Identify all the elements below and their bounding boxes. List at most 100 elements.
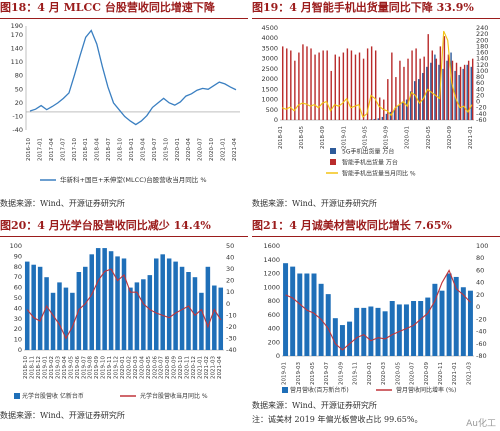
- x-tick-label: 2020-11: [438, 362, 444, 385]
- y-tick-label: 110: [11, 58, 23, 66]
- right-y-tick: 220: [476, 30, 488, 38]
- bar: [128, 287, 133, 350]
- right-y-tick: -60: [476, 340, 487, 348]
- left-y-tick: 2000: [261, 75, 278, 83]
- x-tick-label: 2020-07: [198, 138, 204, 161]
- right-y-tick: -80: [476, 352, 487, 360]
- bar: [57, 282, 62, 350]
- x-tick-label: 2019-06: [75, 356, 81, 379]
- bar: [415, 48, 417, 120]
- left-y-tick: 1000: [261, 96, 278, 104]
- footnote: 注：诚美材 2019 年偏光板营收占比 99.65%。: [252, 415, 423, 424]
- left-y-tick: 1200: [263, 270, 280, 278]
- x-tick-label: 2019-07: [324, 362, 330, 385]
- x-tick-label: 2019-03: [296, 362, 302, 385]
- bar: [418, 79, 420, 120]
- x-tick-label: 2019-11: [353, 362, 359, 385]
- bar: [179, 266, 185, 350]
- x-tick-label: 2019-12: [114, 356, 120, 379]
- x-tick-label: 2019-09: [338, 362, 344, 385]
- panel-title: 图21：4 月诚美材营收同比增长 7.65%: [252, 218, 500, 237]
- x-tick-label: 2020-11: [185, 356, 191, 379]
- x-tick-label: 2019-01: [341, 126, 347, 149]
- bar: [411, 50, 413, 120]
- bar: [423, 56, 425, 120]
- left-y-tick: 100: [10, 242, 22, 250]
- legend-label: 华新科+国巨+禾伸堂(MLCC)台股营收当月同比 %: [60, 175, 207, 184]
- right-y-tick: -30: [226, 334, 237, 342]
- right-y-tick: 80: [476, 73, 484, 81]
- bar: [470, 66, 472, 120]
- right-y-tick: 0: [226, 300, 230, 308]
- legend-label: 5G手机出货量 万台: [342, 148, 394, 156]
- left-y-tick: 2500: [261, 65, 278, 73]
- left-y-tick: 3000: [261, 55, 278, 63]
- bar: [466, 64, 468, 120]
- x-tick-label: 2019-08: [88, 356, 94, 379]
- panel-title: 图18：4 月 MLCC 台股营收同比增速下降: [0, 0, 248, 19]
- y-tick-label: 190: [11, 22, 23, 30]
- left-y-tick: 3500: [261, 44, 278, 52]
- legend-label: 智能手机出货量 万台: [342, 159, 398, 167]
- x-tick-label: 2021-01: [197, 356, 203, 379]
- bar: [318, 52, 320, 120]
- polarizer-combo-chart: 02004006008001000120014001600-80-60-40-2…: [263, 242, 488, 394]
- left-y-tick: 20: [14, 325, 22, 333]
- bar: [325, 294, 331, 356]
- bar: [89, 254, 94, 350]
- bar: [435, 58, 438, 120]
- x-tick-label: 2020-10: [178, 356, 184, 379]
- left-y-tick: 60: [14, 284, 22, 292]
- x-tick-label: 2021-03: [210, 356, 216, 379]
- bar: [134, 282, 140, 350]
- bar: [338, 56, 341, 120]
- bar: [302, 44, 304, 120]
- bar: [425, 297, 431, 356]
- x-tick-label: 2018-01: [83, 138, 89, 161]
- left-y-tick: 0: [276, 352, 280, 360]
- bar: [83, 266, 88, 350]
- x-tick-label: 2020-09: [447, 126, 453, 149]
- x-tick-label: 2019-04: [140, 138, 146, 161]
- legend-label: 智能手机出货量当月同比 %: [342, 170, 416, 178]
- bar: [396, 304, 402, 356]
- left-y-tick: 600: [268, 311, 280, 319]
- bar: [462, 68, 464, 120]
- bar: [310, 48, 312, 120]
- right-y-tick: 10: [226, 288, 234, 296]
- bar: [199, 292, 204, 350]
- bar: [286, 48, 288, 120]
- x-tick-label: 2021-02: [204, 356, 210, 379]
- x-tick-label: 2020-09: [172, 356, 178, 379]
- source-note: 数据来源：Wind、开源证券研究所: [0, 199, 125, 208]
- y-tick-label: 170: [11, 31, 23, 39]
- bar: [418, 301, 424, 356]
- bar: [458, 75, 460, 120]
- y-tick-label: 80: [15, 72, 23, 80]
- bar: [358, 52, 361, 120]
- bar: [397, 105, 400, 120]
- bar: [361, 307, 367, 356]
- x-tick-label: 2020-01: [367, 362, 373, 385]
- bar: [24, 261, 30, 350]
- bar: [391, 52, 393, 120]
- left-y-tick: 400: [268, 325, 280, 333]
- x-tick-label: 2020-01: [120, 356, 126, 379]
- bar: [379, 97, 381, 120]
- bar: [411, 301, 417, 356]
- y-tick-label: 140: [11, 45, 23, 53]
- bar: [63, 287, 69, 350]
- x-tick-label: 2018-09: [320, 126, 326, 149]
- bar: [471, 58, 474, 120]
- x-tick-label: 2020-01: [405, 126, 411, 149]
- bar: [431, 50, 433, 120]
- bar: [322, 50, 324, 120]
- legend-label: 光学台股营收当月同比 %: [140, 392, 208, 400]
- x-tick-label: 2019-02: [49, 356, 55, 379]
- y-tick-label: 20: [15, 99, 23, 107]
- right-y-tick: 0: [476, 303, 480, 311]
- source-note: 数据来源：Wind、开源证券研究所: [252, 401, 377, 410]
- right-y-tick: 0: [476, 98, 480, 106]
- x-tick-label: 2020-03: [133, 356, 139, 379]
- bar: [160, 254, 165, 350]
